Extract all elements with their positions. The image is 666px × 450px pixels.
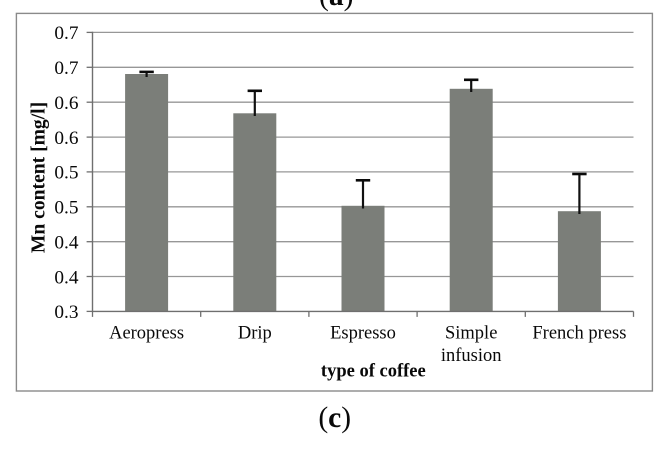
svg-text:(c): (c) xyxy=(318,402,351,434)
svg-text:0.6: 0.6 xyxy=(54,128,78,149)
svg-text:French press: French press xyxy=(532,323,626,343)
svg-text:0.5: 0.5 xyxy=(54,163,78,184)
svg-text:0.4: 0.4 xyxy=(54,267,78,288)
svg-text:Drip: Drip xyxy=(238,323,272,343)
svg-text:0.4: 0.4 xyxy=(54,233,78,254)
svg-text:0.6: 0.6 xyxy=(54,93,78,114)
svg-text:Aeropress: Aeropress xyxy=(109,323,184,343)
svg-text:Espresso: Espresso xyxy=(330,323,396,343)
svg-text:type of coffee: type of coffee xyxy=(321,362,426,382)
svg-text:0.5: 0.5 xyxy=(54,198,78,219)
svg-text:Mn content [mg/l]: Mn content [mg/l] xyxy=(29,102,50,253)
svg-text:(a): (a) xyxy=(319,0,353,12)
svg-text:Simple: Simple xyxy=(445,323,497,343)
svg-text:0.3: 0.3 xyxy=(54,302,78,323)
svg-text:infusion: infusion xyxy=(441,346,502,366)
svg-text:0.7: 0.7 xyxy=(54,23,78,44)
svg-text:0.7: 0.7 xyxy=(54,58,78,79)
